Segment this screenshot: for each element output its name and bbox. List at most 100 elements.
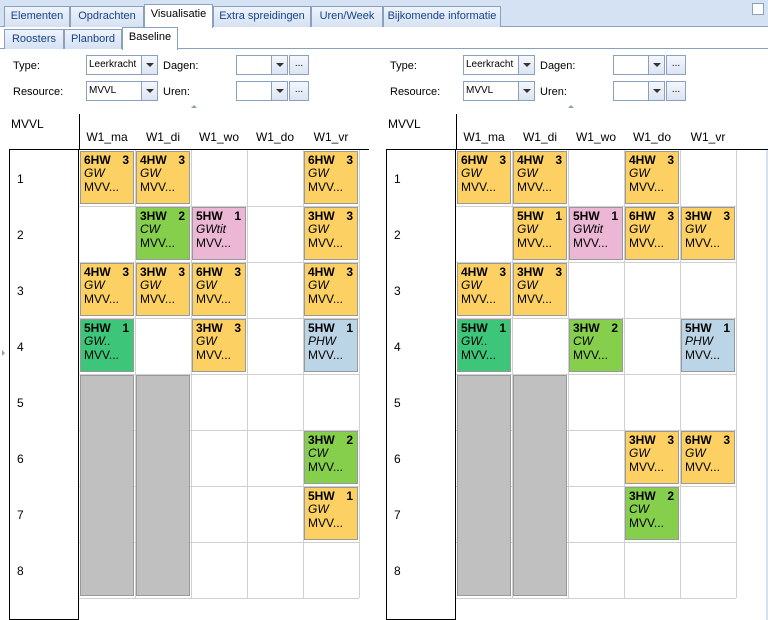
tab-bijkomende-informatie[interactable]: Bijkomende informatie bbox=[383, 6, 501, 27]
tab-extra-spreidingen[interactable]: Extra spreidingen bbox=[213, 6, 311, 27]
chevron-down-icon[interactable] bbox=[648, 82, 664, 100]
tab-elementen[interactable]: Elementen bbox=[4, 6, 70, 27]
header-divider bbox=[79, 114, 80, 149]
tab-baseline[interactable]: Baseline bbox=[122, 27, 178, 50]
column-header[interactable]: W1_vr bbox=[690, 130, 726, 144]
vertical-scrollbar[interactable] bbox=[766, 150, 768, 620]
splitter-grip-icon[interactable] bbox=[191, 105, 197, 109]
lesson-block[interactable]: 5HW 1 GWtit MVV... bbox=[569, 207, 623, 260]
dagen-combo[interactable] bbox=[236, 55, 288, 75]
lesson-block[interactable]: 3HW 3 GW MVV... bbox=[304, 207, 358, 260]
collapse-arrow-icon[interactable] bbox=[2, 350, 6, 356]
lesson-resource: MVV... bbox=[308, 236, 343, 250]
lesson-block[interactable]: 3HW 2 CW MVV... bbox=[625, 487, 679, 540]
lesson-subject: GWtit bbox=[573, 222, 603, 236]
chevron-down-icon[interactable] bbox=[648, 56, 664, 74]
lesson-block[interactable]: 3HW 3 GW MVV... bbox=[136, 263, 190, 316]
row-label: 1 bbox=[394, 172, 401, 186]
lesson-block[interactable]: 4HW 3 GW MVV... bbox=[304, 263, 358, 316]
chevron-down-icon[interactable] bbox=[518, 56, 534, 74]
lesson-resource: MVV... bbox=[140, 236, 175, 250]
lesson-block[interactable]: 5HW 1 GW MVV... bbox=[304, 487, 358, 540]
lesson-code: 4HW bbox=[140, 153, 167, 167]
dagen-label: Dagen: bbox=[163, 60, 199, 72]
lesson-resource: MVV... bbox=[461, 180, 496, 194]
lesson-resource: MVV... bbox=[308, 516, 343, 530]
lesson-resource: MVV... bbox=[517, 180, 552, 194]
type-combo[interactable]: Leerkracht bbox=[86, 55, 158, 75]
lesson-block[interactable]: 5HW 1 GW.. MVV... bbox=[80, 319, 134, 372]
lesson-resource: MVV... bbox=[517, 236, 552, 250]
lesson-block[interactable]: 3HW 2 CW MVV... bbox=[569, 319, 623, 372]
lesson-resource: MVV... bbox=[308, 292, 343, 306]
lesson-block[interactable]: 5HW 1 GW MVV... bbox=[513, 207, 567, 260]
dagen-browse-button[interactable]: ... bbox=[289, 55, 309, 75]
resource-combo[interactable]: MVVL bbox=[463, 81, 535, 101]
close-icon[interactable] bbox=[752, 3, 764, 15]
lesson-code: 3HW bbox=[517, 265, 544, 279]
lesson-block[interactable]: 5HW 1 PHW MVV... bbox=[681, 319, 735, 372]
dagen-combo[interactable] bbox=[613, 55, 665, 75]
lesson-block[interactable]: 6HW 3 GW MVV... bbox=[457, 151, 511, 204]
column-header[interactable]: W1_wo bbox=[575, 130, 616, 144]
lesson-subject: GW bbox=[84, 278, 105, 292]
lesson-subject: GW bbox=[517, 278, 538, 292]
column-header[interactable]: W1_wo bbox=[198, 130, 239, 144]
tab-opdrachten[interactable]: Opdrachten bbox=[70, 6, 144, 27]
lesson-block[interactable]: 6HW 3 GW MVV... bbox=[192, 263, 246, 316]
lesson-block[interactable]: 5HW 1 GWtit MVV... bbox=[192, 207, 246, 260]
lesson-count: 2 bbox=[346, 433, 353, 447]
lesson-code: 5HW bbox=[84, 321, 111, 335]
grid-line bbox=[456, 486, 736, 487]
tab-roosters[interactable]: Roosters bbox=[4, 29, 64, 49]
column-header[interactable]: W1_ma bbox=[86, 130, 128, 144]
lesson-block[interactable]: 4HW 3 GW MVV... bbox=[513, 151, 567, 204]
column-header[interactable]: W1_di bbox=[145, 130, 180, 144]
lesson-block[interactable]: 3HW 3 GW MVV... bbox=[192, 319, 246, 372]
lesson-block[interactable]: 6HW 3 GW MVV... bbox=[304, 151, 358, 204]
lesson-block[interactable]: 5HW 1 GW.. MVV... bbox=[457, 319, 511, 372]
chevron-down-icon[interactable] bbox=[271, 82, 287, 100]
splitter-grip-icon[interactable] bbox=[568, 105, 574, 109]
row-header-column bbox=[386, 149, 456, 620]
lesson-block[interactable]: 3HW 2 CW MVV... bbox=[304, 431, 358, 484]
lesson-code: 3HW bbox=[629, 489, 656, 503]
lesson-block[interactable]: 4HW 3 GW MVV... bbox=[457, 263, 511, 316]
lesson-block[interactable]: 4HW 3 GW MVV... bbox=[136, 151, 190, 204]
uren-browse-button[interactable]: ... bbox=[289, 81, 309, 101]
chevron-down-icon[interactable] bbox=[518, 82, 534, 100]
lesson-block[interactable]: 4HW 3 GW MVV... bbox=[80, 263, 134, 316]
row-label: 6 bbox=[394, 452, 401, 466]
column-header[interactable]: W1_do bbox=[255, 130, 295, 144]
lesson-block[interactable]: 6HW 3 GW MVV... bbox=[625, 207, 679, 260]
column-header[interactable]: W1_vr bbox=[313, 130, 349, 144]
lesson-block[interactable]: 4HW 3 GW MVV... bbox=[625, 151, 679, 204]
tab-planbord[interactable]: Planbord bbox=[64, 29, 122, 49]
column-header[interactable]: W1_do bbox=[632, 130, 672, 144]
chevron-down-icon[interactable] bbox=[141, 56, 157, 74]
lesson-count: 3 bbox=[122, 153, 129, 167]
chevron-down-icon[interactable] bbox=[271, 56, 287, 74]
lesson-resource: MVV... bbox=[517, 292, 552, 306]
lesson-block[interactable]: 3HW 3 GW MVV... bbox=[681, 207, 735, 260]
lesson-block[interactable]: 3HW 2 CW MVV... bbox=[136, 207, 190, 260]
uren-browse-button[interactable]: ... bbox=[666, 81, 686, 101]
row-label: 4 bbox=[394, 340, 401, 354]
column-header[interactable]: W1_di bbox=[522, 130, 557, 144]
lesson-count: 3 bbox=[346, 265, 353, 279]
lesson-block[interactable]: 5HW 1 PHW MVV... bbox=[304, 319, 358, 372]
uren-label: Uren: bbox=[540, 86, 567, 98]
tab-visualisatie[interactable]: Visualisatie bbox=[144, 4, 213, 28]
lesson-block[interactable]: 3HW 3 GW MVV... bbox=[625, 431, 679, 484]
type-combo[interactable]: Leerkracht bbox=[463, 55, 535, 75]
uren-combo[interactable] bbox=[236, 81, 288, 101]
tab-uren-week[interactable]: Uren/Week bbox=[311, 6, 383, 27]
lesson-block[interactable]: 6HW 3 GW MVV... bbox=[80, 151, 134, 204]
lesson-block[interactable]: 6HW 3 GW MVV... bbox=[681, 431, 735, 484]
column-header[interactable]: W1_ma bbox=[463, 130, 505, 144]
chevron-down-icon[interactable] bbox=[141, 82, 157, 100]
dagen-browse-button[interactable]: ... bbox=[666, 55, 686, 75]
resource-combo[interactable]: MVVL bbox=[86, 81, 158, 101]
lesson-block[interactable]: 3HW 3 GW MVV... bbox=[513, 263, 567, 316]
uren-combo[interactable] bbox=[613, 81, 665, 101]
